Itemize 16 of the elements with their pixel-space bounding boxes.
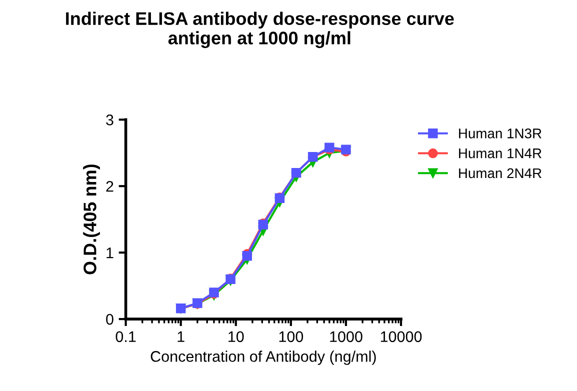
x-tick-label: 0.1 (116, 331, 136, 342)
x-tick-label: 1 (178, 331, 184, 342)
y-tick-label: 3 (106, 114, 114, 126)
chart-title: Indirect ELISA antibody dose-response curve antigen at 1000 ng/ml (66, 12, 454, 48)
y-tick-label: 0 (106, 314, 114, 325)
x-tick-label: 100 (279, 331, 304, 342)
legend-label: Human 1N4R (459, 148, 542, 158)
y-axis-title: O.D.(405 nm) (83, 164, 100, 274)
y-tick-label: 2 (106, 180, 114, 192)
x-tick-label: 10 (228, 331, 244, 342)
legend-label: Human 1N3R (459, 128, 542, 138)
y-tick-label: 1 (106, 248, 114, 258)
x-tick-label: 10000 (380, 331, 422, 342)
legend-label: Human 2N4R (459, 168, 542, 178)
x-axis-title: Concentration of Antibody (ng/ml) (150, 350, 376, 365)
x-tick-label: 1000 (330, 331, 362, 342)
